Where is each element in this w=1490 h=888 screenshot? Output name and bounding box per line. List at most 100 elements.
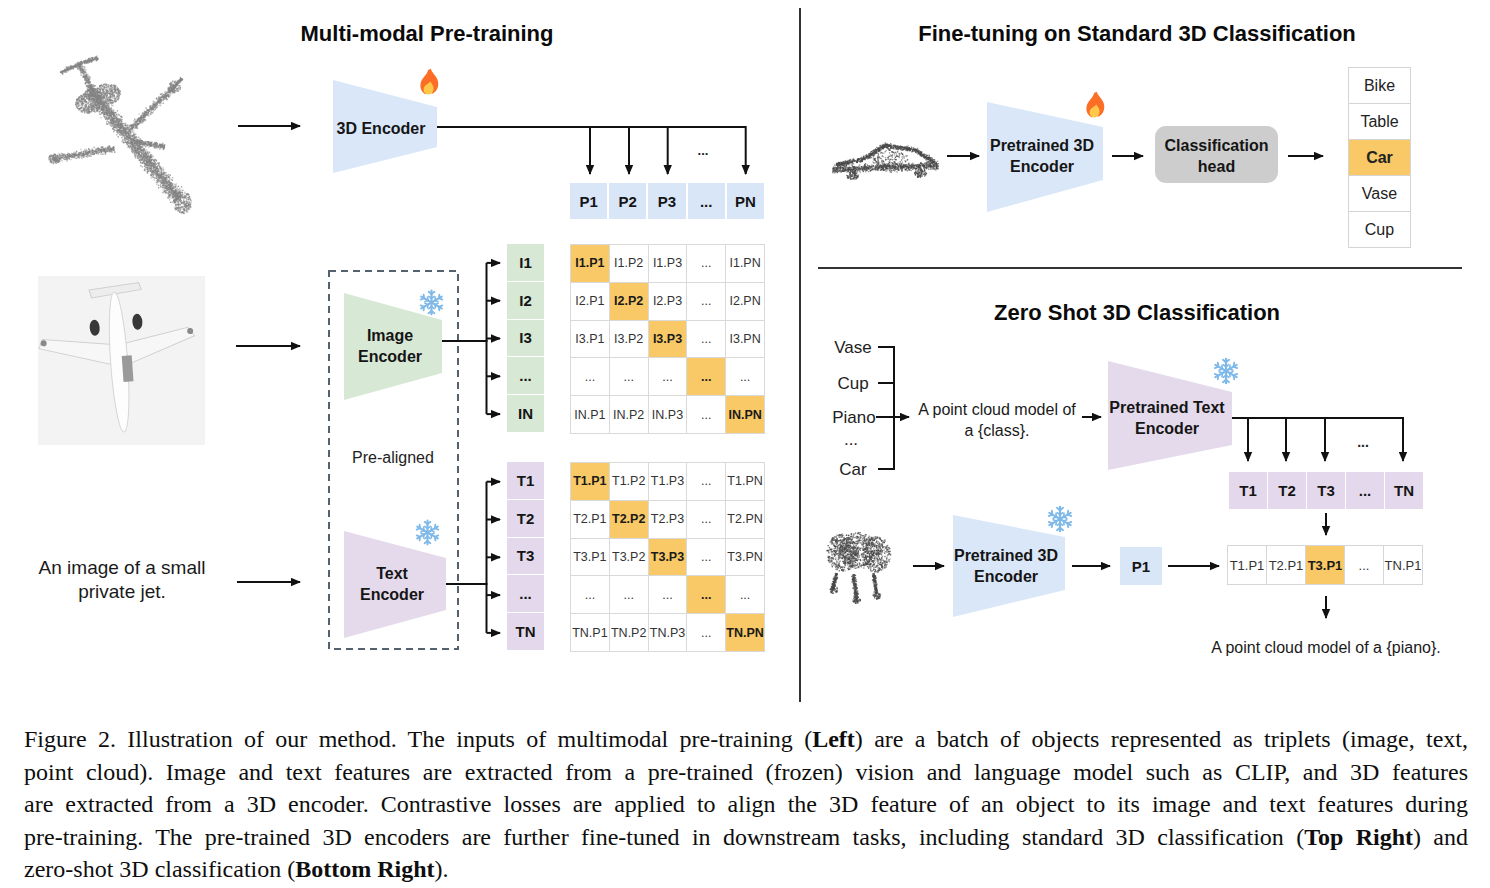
caption-line: point cloud). Image and text features ar… <box>24 756 1468 789</box>
fire-icon <box>1081 91 1111 123</box>
class-prompt-piano: Piano <box>824 408 884 428</box>
matrix-cell: ... <box>687 463 725 500</box>
p-row-cell: PN <box>727 183 764 219</box>
class-list-cell: Cup <box>1349 212 1410 247</box>
result-row-cell: T3.P1 <box>1306 546 1344 584</box>
p-row-cell: ... <box>688 183 725 219</box>
matrix-cell: I1.P3 <box>649 245 687 282</box>
image-point-matrix: I1.P1I1.P2I1.P3...I1.PNI2.P1I2.P2I2.P3..… <box>570 244 765 434</box>
top-right-title: Fine-tuning on Standard 3D Classificatio… <box>887 21 1387 47</box>
matrix-cell: I3.P3 <box>649 321 687 358</box>
matrix-cell: ... <box>610 576 648 613</box>
t-row-cell: TN <box>1385 472 1423 509</box>
matrix-cell: ... <box>649 576 687 613</box>
matrix-cell: ... <box>687 245 725 282</box>
matrix-cell: ... <box>687 321 725 358</box>
classification-head-label: Classification head <box>1155 135 1278 177</box>
class-prompt-vase: Vase <box>823 338 883 358</box>
matrix-cell: IN.PN <box>726 396 764 433</box>
matrix-cell: TN.P3 <box>649 614 687 651</box>
matrix-cell: ... <box>726 576 764 613</box>
t-feature-column: T1T2T3...TN <box>507 462 544 650</box>
matrix-cell: T2.P3 <box>649 501 687 538</box>
matrix-cell: ... <box>726 358 764 395</box>
matrix-cell: ... <box>687 614 725 651</box>
matrix-cell: ... <box>649 358 687 395</box>
matrix-cell: I2.P2 <box>610 283 648 320</box>
class-list-cell: Car <box>1349 140 1410 175</box>
t-col-cell: TN <box>507 613 544 650</box>
matrix-cell: ... <box>687 358 725 395</box>
matrix-cell: I3.P2 <box>610 321 648 358</box>
matrix-cell: ... <box>687 501 725 538</box>
matrix-cell: T3.P1 <box>571 539 609 576</box>
caption-line: Figure 2. Illustration of our method. Th… <box>24 723 1468 756</box>
matrix-cell: ... <box>571 358 609 395</box>
i-feature-column: I1I2I3...IN <box>507 244 544 432</box>
matrix-cell: I2.PN <box>726 283 764 320</box>
i-col-cell: I3 <box>507 320 544 357</box>
class-list-cell: Table <box>1349 104 1410 139</box>
t-col-cell: T1 <box>507 462 544 499</box>
t-row-cell: T2 <box>1268 472 1306 509</box>
i-col-cell: ... <box>507 357 544 394</box>
matrix-cell: T1.P3 <box>649 463 687 500</box>
matrix-cell: I1.P1 <box>571 245 609 282</box>
snowflake-icon <box>1212 357 1240 385</box>
matrix-cell: T3.PN <box>726 539 764 576</box>
text-encoder-label: Text Encoder <box>332 563 452 605</box>
matrix-cell: ... <box>687 576 725 613</box>
matrix-cell: TN.P1 <box>571 614 609 651</box>
class-list-cell: Bike <box>1349 68 1410 103</box>
matrix-cell: T3.P2 <box>610 539 648 576</box>
p-row-cell: P1 <box>570 183 607 219</box>
matrix-cell: IN.P3 <box>649 396 687 433</box>
pretrained-text-encoder-label: Pretrained Text Encoder <box>1103 397 1231 439</box>
text-point-matrix: T1.P1T1.P2T1.P3...T1.PNT2.P1T2.P2T2.P3..… <box>570 462 765 652</box>
figure-caption: Figure 2. Illustration of our method. Th… <box>24 723 1468 886</box>
bottom-right-title: Zero Shot 3D Classification <box>937 300 1337 326</box>
prompt-text: A point cloud model of a {class}. <box>906 399 1088 441</box>
caption-line: are extracted from a 3D encoder. Contras… <box>24 788 1468 821</box>
matrix-cell: T1.P2 <box>610 463 648 500</box>
fire-icon <box>415 68 445 100</box>
caption-line: zero-shot 3D classification (Bottom Righ… <box>24 853 1468 886</box>
matrix-cell: ... <box>687 396 725 433</box>
matrix-cell: TN.P2 <box>610 614 648 651</box>
caption-line: pre-training. The pre-trained 3D encoder… <box>24 821 1468 854</box>
i-col-cell: I2 <box>507 282 544 319</box>
matrix-cell: T2.P2 <box>610 501 648 538</box>
car-point-cloud <box>828 128 946 183</box>
p-row-cell: P2 <box>609 183 646 219</box>
result-row-cell: T2.P1 <box>1267 546 1305 584</box>
t-col-cell: T2 <box>507 500 544 537</box>
matrix-cell: IN.P1 <box>571 396 609 433</box>
class-prompt-dots: ... <box>821 430 881 450</box>
t-row-cell: T3 <box>1307 472 1345 509</box>
matrix-cell: IN.P2 <box>610 396 648 433</box>
matrix-cell: ... <box>571 576 609 613</box>
matrix-cell: ... <box>610 358 648 395</box>
matrix-cell: ... <box>687 539 725 576</box>
i-col-cell: I1 <box>507 244 544 281</box>
class-prompt-car: Car <box>823 460 883 480</box>
matrix-cell: T1.PN <box>726 463 764 500</box>
snowflake-icon <box>418 289 445 316</box>
i-col-cell: IN <box>507 395 544 432</box>
airplane-point-cloud <box>40 50 240 220</box>
snowflake-icon <box>414 519 441 546</box>
matrix-cell: I2.P3 <box>649 283 687 320</box>
image-encoder-label: Image Encoder <box>330 325 450 367</box>
matrix-cell: T2.P1 <box>571 501 609 538</box>
matrix-cell: I2.P1 <box>571 283 609 320</box>
left-panel-title: Multi-modal Pre-training <box>227 21 627 47</box>
class-list-cell: Vase <box>1349 176 1410 211</box>
t-row-cell: T1 <box>1229 472 1267 509</box>
matrix-cell: ... <box>687 283 725 320</box>
input-text: An image of a small private jet. <box>30 556 214 604</box>
p1-box: P1 <box>1120 547 1162 585</box>
p-feature-row: P1P2P3...PN <box>570 183 764 219</box>
class-prompt-cup: Cup <box>823 374 883 394</box>
result-row: T1.P1T2.P1T3.P1...TN.P1 <box>1227 545 1423 585</box>
matrix-cell: TN.PN <box>726 614 764 651</box>
